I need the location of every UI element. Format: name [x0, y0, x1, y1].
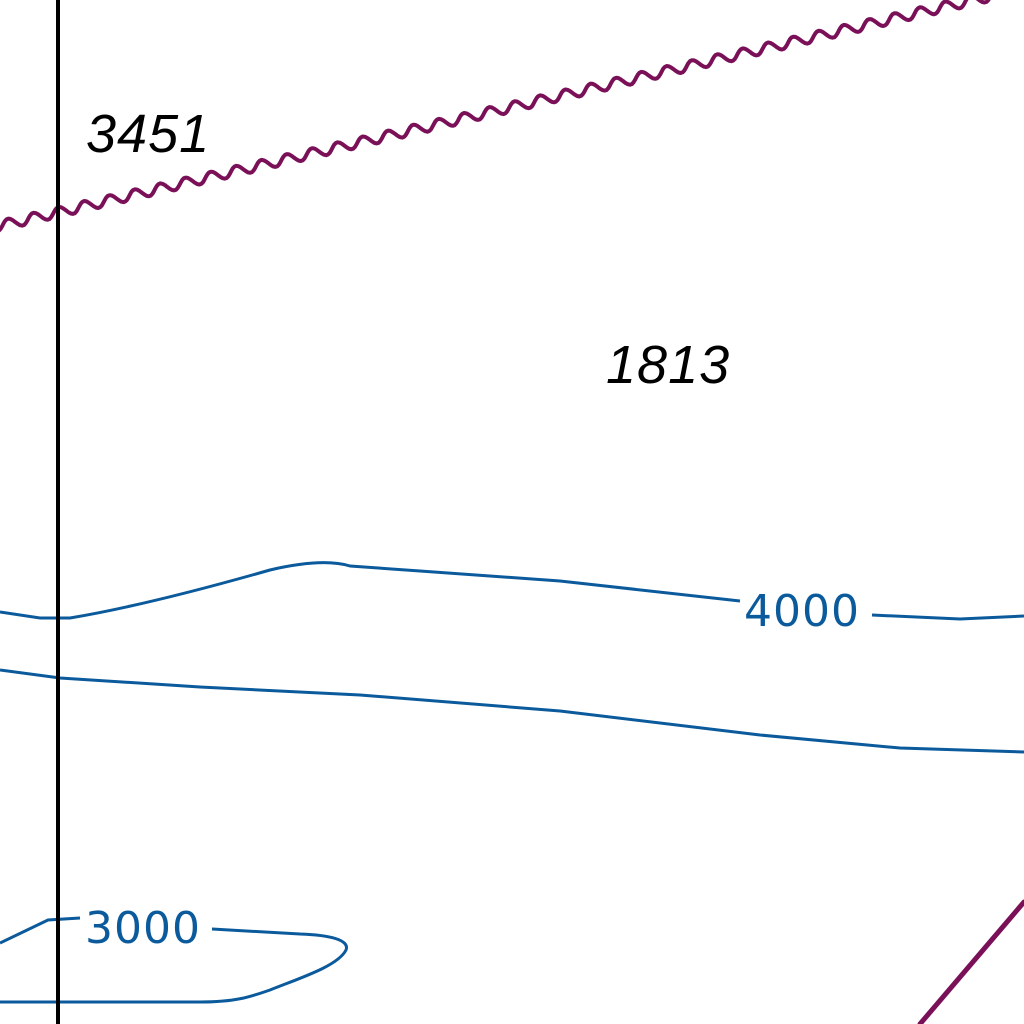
wavy-boundary-line: [0, 0, 991, 233]
spot-elevation-1813: 1813: [606, 335, 730, 395]
contour-line-3000-east: [0, 927, 348, 1004]
contour-line-middle: [0, 668, 1024, 754]
boundary-line-diagonal: [917, 899, 1024, 1024]
spot-elevation-3451: 3451: [86, 104, 210, 164]
contour-label-4000: 4000: [744, 586, 860, 637]
contour-label-3000: 3000: [85, 903, 201, 954]
contour-line-4000-west: [0, 561, 741, 620]
contour-line-4000-east: [871, 613, 1024, 621]
contour-line-3000-west: [0, 916, 81, 945]
